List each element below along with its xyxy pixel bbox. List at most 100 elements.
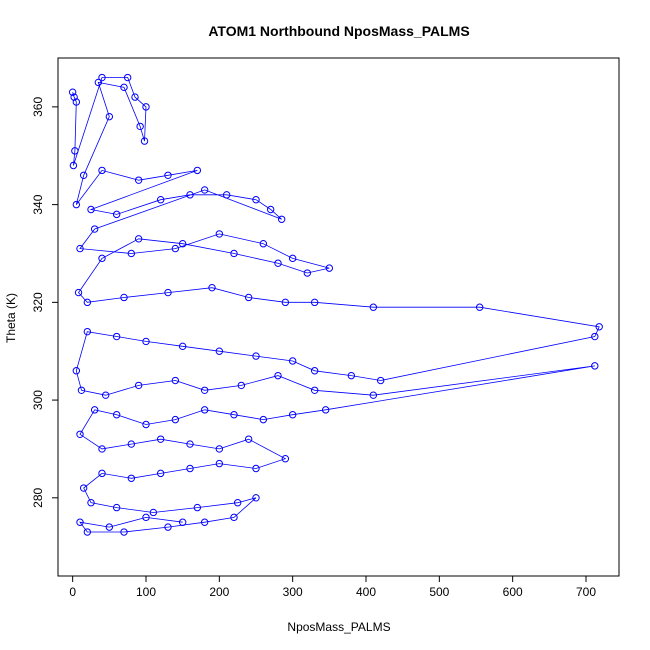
data-point — [244, 435, 253, 443]
data-point — [171, 244, 180, 253]
data-point — [310, 298, 319, 307]
data-point — [134, 235, 143, 243]
data-point — [186, 440, 194, 448]
y-tick-label: 320 — [31, 292, 45, 312]
data-point — [369, 303, 378, 311]
data-point — [68, 88, 77, 96]
data-point — [127, 440, 136, 448]
data-point — [131, 93, 139, 101]
data-point — [274, 371, 282, 380]
x-tick-label: 300 — [283, 585, 303, 599]
data-point — [72, 367, 81, 375]
data-point — [156, 435, 165, 443]
data-point — [156, 196, 165, 204]
data-point — [259, 415, 268, 424]
data-point — [120, 528, 128, 536]
data-point — [112, 411, 121, 419]
data-point — [347, 371, 356, 380]
data-point — [120, 293, 128, 302]
data-point — [164, 288, 172, 297]
data-point — [72, 200, 81, 209]
x-tick-label: 200 — [209, 585, 229, 599]
data-point — [288, 254, 297, 263]
data-point — [310, 386, 319, 395]
data-point — [98, 469, 106, 478]
data-point — [186, 464, 194, 473]
data-point — [215, 445, 224, 453]
data-point — [79, 171, 88, 179]
data-point — [288, 411, 297, 419]
data-point — [171, 415, 180, 424]
data-point — [281, 298, 290, 307]
data-point — [123, 73, 132, 82]
data-point — [244, 293, 253, 302]
data-point — [101, 391, 110, 399]
data-point — [277, 215, 286, 223]
x-tick-label: 600 — [503, 585, 523, 599]
data-point — [140, 137, 149, 145]
data-point — [94, 78, 103, 87]
y-axis: 280 300 320 340 360 — [31, 97, 59, 508]
data-point — [142, 337, 150, 346]
data-point — [83, 528, 92, 536]
data-point — [591, 362, 599, 370]
data-point — [134, 176, 143, 184]
data-point — [98, 166, 106, 175]
data-point — [215, 230, 224, 238]
data-point — [591, 332, 599, 341]
data-point — [112, 210, 121, 219]
data-point — [200, 406, 209, 414]
data-point — [281, 455, 290, 463]
data-point — [112, 332, 121, 341]
data-point — [325, 264, 334, 272]
data-point — [178, 239, 187, 248]
data-point — [310, 367, 319, 375]
data-point — [112, 503, 121, 512]
data-point — [83, 298, 92, 307]
data-point — [71, 147, 79, 155]
data-point — [200, 186, 209, 194]
data-point — [595, 323, 603, 331]
series-line — [72, 77, 600, 533]
data-point — [230, 411, 238, 419]
data-point — [90, 225, 99, 233]
data-point — [222, 191, 231, 199]
data-point — [87, 205, 95, 214]
data-point — [134, 381, 143, 390]
data-point — [90, 406, 99, 414]
data-point — [178, 518, 187, 526]
data-point — [83, 327, 92, 336]
x-axis-label: NposMass_PALMS — [287, 620, 390, 634]
data-point — [149, 508, 158, 517]
data-point — [87, 498, 95, 507]
data-point — [215, 459, 224, 468]
data-point — [156, 469, 165, 478]
y-tick-label: 360 — [31, 97, 45, 117]
data-point — [142, 420, 150, 429]
y-axis-label: Theta (K) — [4, 293, 18, 343]
data-point — [142, 513, 150, 522]
data-point — [252, 196, 260, 204]
data-point — [77, 386, 86, 395]
data-point — [69, 161, 78, 170]
data-point — [266, 205, 275, 214]
y-tick-label: 340 — [31, 194, 45, 214]
x-tick-label: 400 — [356, 585, 376, 599]
data-point — [369, 391, 378, 399]
data-point — [230, 249, 238, 258]
data-point — [200, 518, 209, 526]
data-point — [76, 244, 84, 253]
y-tick-label: 300 — [31, 390, 45, 410]
data-point — [230, 513, 238, 522]
x-tick-label: 500 — [429, 585, 449, 599]
data-point — [186, 191, 194, 199]
data-point — [98, 254, 106, 263]
data-point — [233, 498, 242, 507]
data-point — [274, 259, 282, 267]
data-point — [193, 166, 202, 175]
data-series — [68, 73, 603, 536]
data-point — [252, 352, 260, 360]
data-point — [74, 288, 83, 297]
data-point — [164, 171, 172, 179]
